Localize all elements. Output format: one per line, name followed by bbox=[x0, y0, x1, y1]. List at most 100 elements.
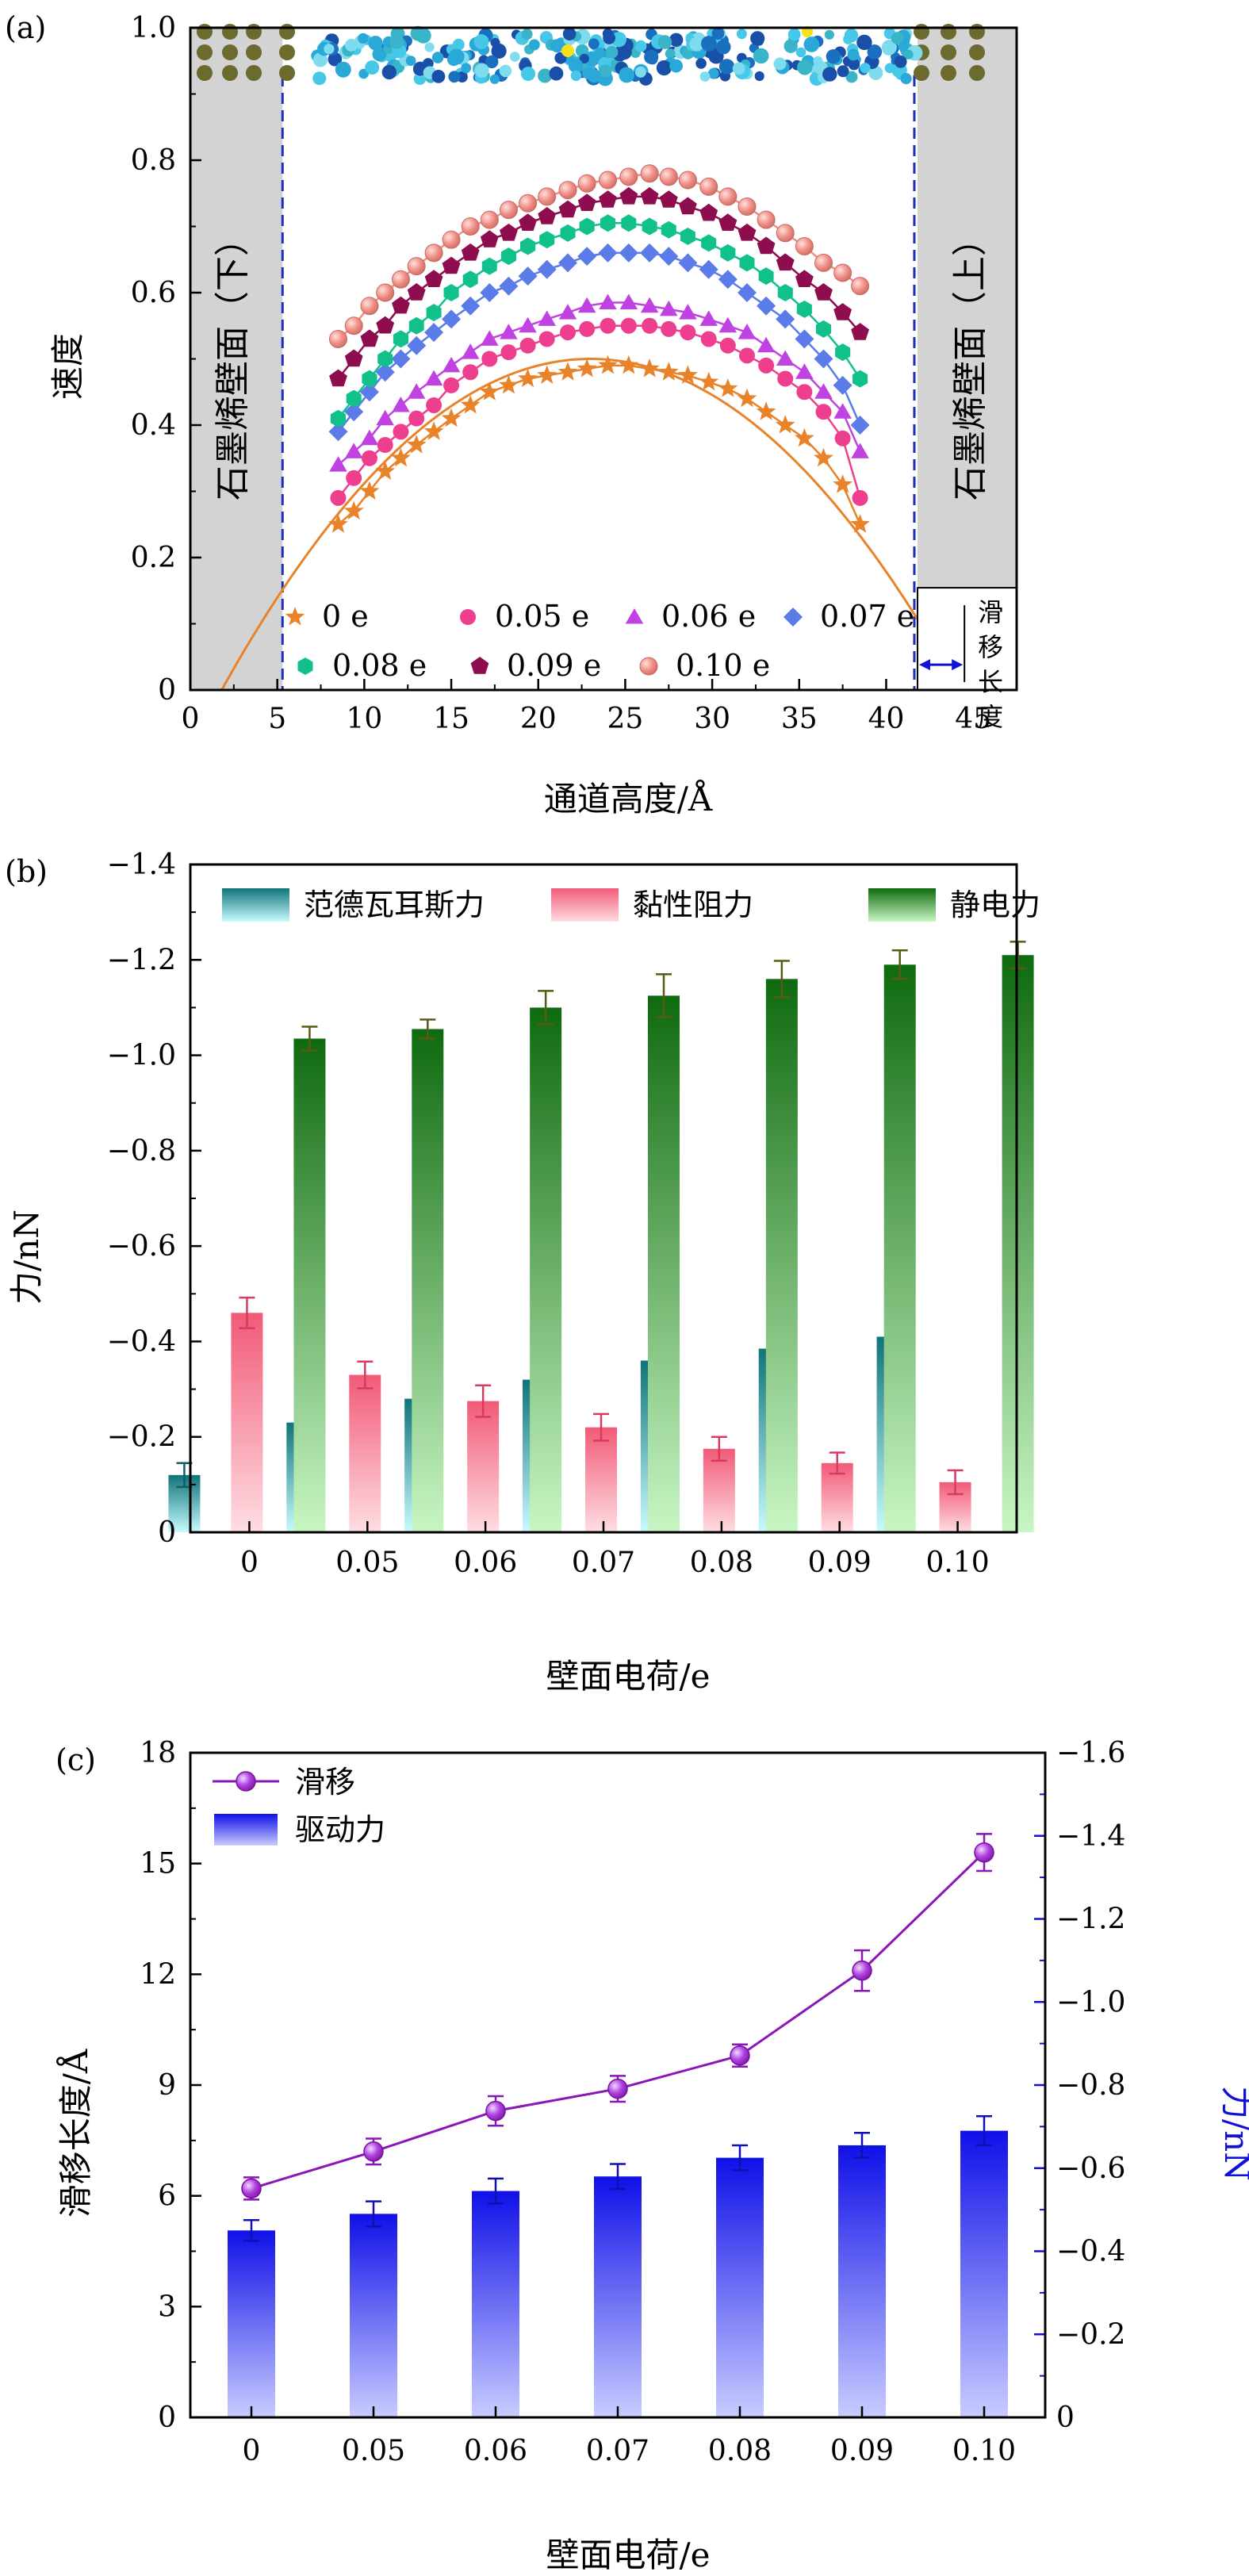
data-point bbox=[619, 293, 638, 309]
panel-b-ticks: 0 0.05 0.06 0.07 0.08 0.09 0.10 0 −0.2 −0.4 −0.6 −0… bbox=[107, 849, 990, 1579]
legend-label: 0.05 e bbox=[495, 599, 589, 634]
y-tick-label: 9 bbox=[158, 2069, 176, 2102]
data-point bbox=[814, 447, 833, 467]
slip-point bbox=[241, 2178, 262, 2199]
data-point bbox=[757, 336, 776, 353]
y-tick-label: −1.2 bbox=[107, 944, 176, 976]
data-point bbox=[816, 320, 831, 338]
data-point bbox=[330, 489, 347, 506]
y-tick-label: 0 bbox=[158, 2402, 176, 2434]
x-tick-label: 35 bbox=[781, 703, 818, 735]
data-point bbox=[701, 234, 717, 252]
data-point bbox=[426, 304, 442, 322]
drive-bar bbox=[838, 2145, 886, 2417]
data-point bbox=[640, 164, 659, 183]
data-point bbox=[343, 500, 364, 520]
panel-c: (c) 0 0.05 0.06 0.07 0.08 0.09 0.1003691215180… bbox=[56, 1737, 1249, 2574]
water-molecule-icon bbox=[424, 42, 435, 52]
water-molecule-icon bbox=[372, 47, 387, 62]
data-point bbox=[328, 514, 348, 533]
data-point bbox=[600, 317, 616, 334]
data-point bbox=[391, 349, 411, 369]
data-point bbox=[538, 310, 556, 326]
data-point bbox=[718, 316, 738, 333]
data-point bbox=[480, 283, 500, 302]
data-point bbox=[375, 461, 396, 480]
data-point bbox=[680, 324, 696, 341]
water-molecule-icon bbox=[787, 28, 801, 41]
bar-2 bbox=[293, 1038, 326, 1532]
x-tick-label: 0.05 bbox=[342, 2435, 405, 2467]
data-point bbox=[833, 375, 852, 395]
legend-label: 0 e bbox=[322, 599, 369, 634]
water-molecule-icon bbox=[587, 69, 602, 83]
y-tick-label: −0.6 bbox=[107, 1230, 176, 1263]
water-molecule-icon bbox=[485, 55, 499, 69]
data-point bbox=[360, 429, 379, 446]
data-point bbox=[329, 369, 347, 387]
data-point bbox=[376, 409, 394, 426]
panel-c-ylabel: 滑移长度/Å bbox=[56, 2049, 95, 2218]
bar-1 bbox=[231, 1313, 263, 1532]
drive-bar bbox=[716, 2157, 764, 2417]
y-tick-label: 0.2 bbox=[131, 542, 176, 574]
water-molecule-icon bbox=[813, 56, 823, 66]
bar-1 bbox=[703, 1448, 735, 1532]
velocity-series bbox=[328, 164, 870, 533]
y-tick-label: 0.6 bbox=[131, 277, 176, 309]
x-tick-label: 0.09 bbox=[830, 2435, 894, 2467]
data-point bbox=[850, 416, 870, 435]
data-point bbox=[678, 253, 698, 273]
data-point bbox=[407, 257, 426, 276]
water-molecule-icon bbox=[754, 71, 764, 82]
data-point bbox=[393, 330, 408, 348]
legend-label: 0.08 e bbox=[332, 648, 427, 683]
x-tick-label: 0.10 bbox=[952, 2435, 1016, 2467]
drive-bar bbox=[228, 2230, 275, 2417]
data-point bbox=[619, 186, 638, 205]
data-point bbox=[718, 270, 738, 289]
data-point bbox=[376, 283, 395, 302]
right-y-tick-label: −0.4 bbox=[1056, 2236, 1125, 2268]
data-point bbox=[814, 253, 833, 272]
slip-length-label-char: 长 bbox=[978, 667, 1003, 697]
data-point bbox=[795, 427, 814, 447]
graphene-atom-icon bbox=[914, 65, 929, 81]
legend-swatch bbox=[868, 888, 936, 922]
data-point bbox=[426, 397, 443, 413]
x-tick-label: 0 bbox=[182, 703, 200, 735]
y-tick-label: 3 bbox=[158, 2290, 176, 2323]
data-point bbox=[577, 247, 597, 266]
water-molecule-icon bbox=[521, 29, 533, 40]
data-point bbox=[599, 190, 617, 208]
x-tick-label: 0 bbox=[240, 1547, 259, 1579]
right-y-tick-label: −1.2 bbox=[1056, 1903, 1125, 1936]
data-point bbox=[776, 253, 795, 271]
data-point bbox=[814, 383, 833, 399]
data-point bbox=[579, 320, 596, 337]
water-molecule-icon bbox=[753, 48, 769, 64]
water-molecule-icon bbox=[657, 35, 672, 49]
x-tick-label: 0.09 bbox=[808, 1547, 872, 1579]
x-tick-label: 0.06 bbox=[454, 1547, 517, 1579]
drive-force-bars bbox=[228, 2115, 1008, 2417]
data-point bbox=[442, 256, 461, 274]
water-molecule-icon bbox=[611, 32, 627, 48]
bar-2 bbox=[883, 964, 916, 1532]
water-molecule-icon bbox=[431, 52, 444, 63]
water-molecule-icon bbox=[448, 71, 461, 83]
y-tick-label: 15 bbox=[140, 1848, 176, 1880]
data-point bbox=[850, 514, 870, 533]
water-molecule-icon bbox=[695, 58, 707, 69]
graphene-walls: 石墨烯壁面（下） 石墨烯壁面（上） bbox=[190, 24, 1017, 690]
panel-a-xlabel: 通道高度/Å bbox=[544, 779, 713, 818]
water-molecule-icon bbox=[716, 40, 731, 55]
bar-1 bbox=[585, 1427, 617, 1532]
graphene-atom-icon bbox=[941, 24, 956, 40]
series-5 bbox=[329, 186, 869, 387]
right-y-tick-label: −1.4 bbox=[1056, 1820, 1125, 1853]
water-molecule-icon bbox=[803, 36, 820, 52]
graphene-atom-icon bbox=[222, 44, 238, 60]
data-point bbox=[557, 362, 578, 381]
data-point bbox=[391, 270, 410, 289]
